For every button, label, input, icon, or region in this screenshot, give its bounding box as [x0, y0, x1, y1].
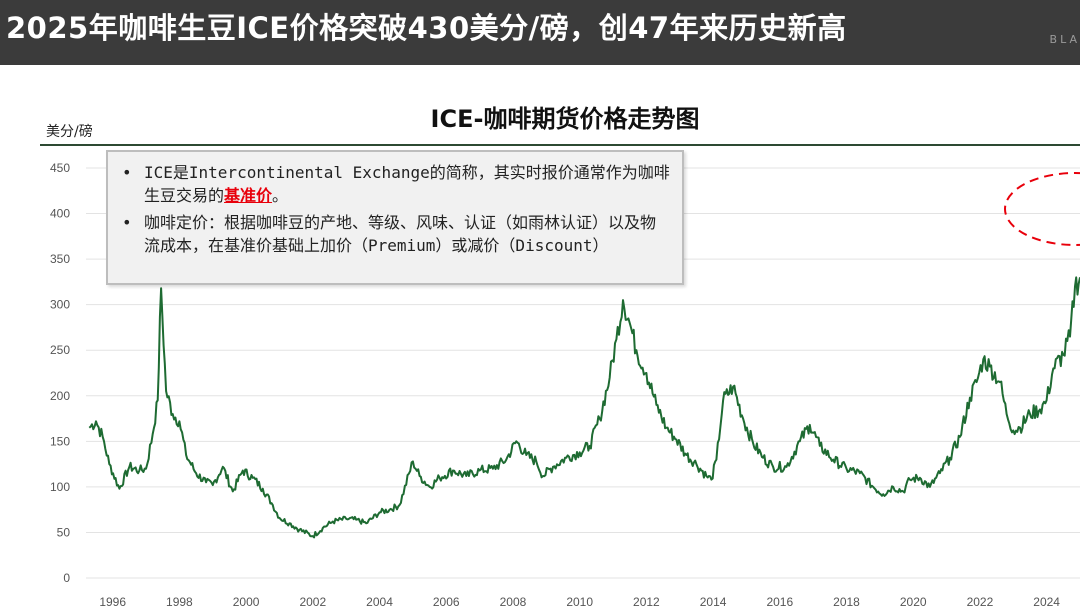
bullet-icon: •: [122, 163, 132, 182]
x-tick-label: 1996: [99, 595, 126, 609]
note-pricing-text: 咖啡定价：根据咖啡豆的产地、等级、风味、认证（如雨林认证）以及物流成本，在基准价…: [144, 213, 657, 255]
note-item-pricing: • 咖啡定价：根据咖啡豆的产地、等级、风味、认证（如雨林认证）以及物流成本，在基…: [122, 211, 670, 257]
y-tick-label: 300: [50, 298, 70, 312]
y-tick-label: 150: [50, 434, 70, 448]
y-tick-label: 100: [50, 480, 70, 494]
chart-title: ICE-咖啡期货价格走势图: [430, 105, 700, 133]
note-item-ice: • ICE是Intercontinental Exchange的简称，其实时报价…: [122, 161, 670, 207]
y-tick-label: 450: [50, 161, 70, 175]
note-ice-text-end: 。: [272, 186, 289, 205]
x-tick-labels: 1996 1998 2000 2002 2004 2006 2008 2010 2012 2014…: [99, 595, 1060, 609]
y-tick-label: 0: [63, 571, 70, 585]
y-tick-label: 350: [50, 252, 70, 266]
y-tick-label: 50: [57, 525, 71, 539]
x-tick-label: 2014: [700, 595, 727, 609]
x-tick-label: 2024: [1033, 595, 1060, 609]
price-series-line: [88, 276, 1080, 539]
y-axis-unit-label: 美分/磅: [46, 124, 93, 140]
slide-title: 2025年咖啡生豆ICE价格突破430美分/磅，创47年来历史新高: [6, 11, 847, 45]
x-tick-label: 2016: [766, 595, 793, 609]
x-tick-label: 2002: [299, 595, 326, 609]
x-tick-label: 2022: [967, 595, 994, 609]
brand-logo-text: BLA: [1049, 33, 1080, 46]
x-tick-label: 2012: [633, 595, 660, 609]
y-tick-label: 400: [50, 207, 70, 221]
y-tick-labels: 0 50 100 150 200 250 300 350 400 450: [50, 161, 70, 585]
x-tick-label: 2010: [566, 595, 593, 609]
x-tick-label: 2004: [366, 595, 393, 609]
x-tick-label: 2020: [900, 595, 927, 609]
x-tick-label: 2008: [500, 595, 527, 609]
x-tick-label: 1998: [166, 595, 193, 609]
highlight-ellipse: [1004, 172, 1080, 246]
x-tick-label: 2018: [833, 595, 860, 609]
bullet-icon: •: [122, 213, 132, 232]
x-tick-label: 2006: [433, 595, 460, 609]
info-note-box: • ICE是Intercontinental Exchange的简称，其实时报价…: [106, 150, 684, 285]
y-tick-label: 250: [50, 343, 70, 357]
note-ice-text: ICE是Intercontinental Exchange的简称，其实时报价通常…: [144, 163, 670, 205]
x-tick-label: 2000: [233, 595, 260, 609]
slide-header: 2025年咖啡生豆ICE价格突破430美分/磅，创47年来历史新高 BLA: [0, 0, 1080, 65]
y-tick-label: 200: [50, 389, 70, 403]
benchmark-price-highlight: 基准价: [224, 186, 273, 205]
